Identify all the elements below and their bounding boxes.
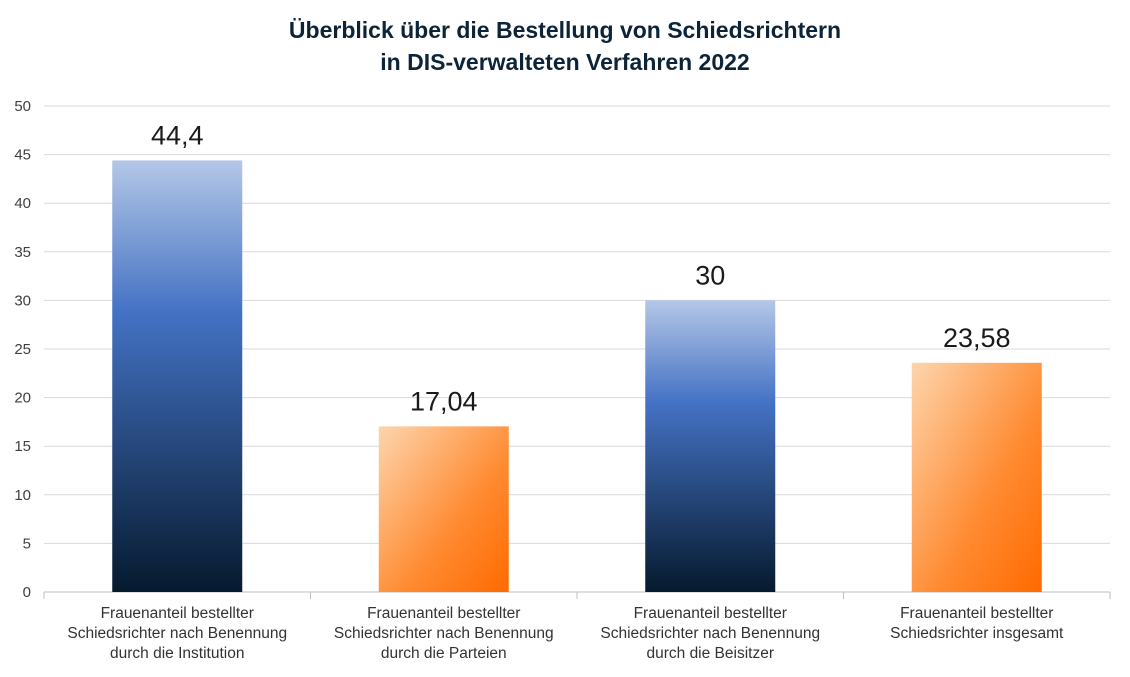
- category-label-4-line-2: Schiedsrichter insgesamt: [890, 625, 1064, 642]
- data-label-2: 17,04: [410, 386, 478, 416]
- y-tick-label: 15: [14, 438, 31, 455]
- x-axis-categories: Frauenanteil bestellter Schiedsrichter na…: [43, 592, 1111, 662]
- data-label-3: 30: [695, 260, 725, 290]
- category-label-4-line-1: Frauenanteil bestellter: [900, 605, 1053, 622]
- category-label-2-line-3: durch die Parteien: [381, 645, 507, 662]
- chart-title-line-1: Überblick über die Bestellung von Schied…: [288, 17, 842, 43]
- category-label-3-line-3: durch die Beisitzer: [646, 645, 774, 662]
- bar-2: [378, 426, 509, 592]
- y-tick-label: 20: [14, 390, 31, 407]
- y-tick-label: 40: [14, 195, 31, 212]
- bar-1: [112, 160, 243, 592]
- bar-4: [911, 362, 1042, 592]
- data-labels: 44,4 17,04 30 23,58: [151, 120, 1011, 416]
- y-tick-label: 5: [23, 535, 31, 552]
- y-tick-label: 10: [14, 487, 31, 504]
- y-tick-label: 35: [14, 244, 31, 261]
- data-label-4: 23,58: [943, 323, 1011, 353]
- chart-title-line-2: in DIS-verwalteten Verfahren 2022: [380, 49, 750, 75]
- y-tick-label: 0: [23, 584, 31, 601]
- category-label-1-line-2: Schiedsrichter nach Benennung: [67, 625, 287, 642]
- category-label-2-line-2: Schiedsrichter nach Benennung: [334, 625, 554, 642]
- chart-title: Überblick über die Bestellung von Schied…: [0, 14, 1130, 78]
- y-tick-label: 45: [14, 147, 31, 164]
- category-label-1-line-1: Frauenanteil bestellter: [101, 605, 254, 622]
- bars: [112, 160, 1042, 592]
- category-label-3-line-2: Schiedsrichter nach Benennung: [600, 625, 820, 642]
- data-label-1: 44,4: [151, 120, 204, 150]
- y-tick-label: 30: [14, 292, 31, 309]
- category-label-3-line-1: Frauenanteil bestellter: [634, 605, 787, 622]
- y-axis-ticks: 0 5 10 15 20 25 30 35 40 45 50: [14, 98, 31, 601]
- y-tick-label: 50: [14, 98, 31, 115]
- category-label-1-line-3: durch die Institution: [110, 645, 244, 662]
- bar-3: [645, 300, 776, 592]
- y-tick-label: 25: [14, 341, 31, 358]
- category-label-2-line-1: Frauenanteil bestellter: [367, 605, 520, 622]
